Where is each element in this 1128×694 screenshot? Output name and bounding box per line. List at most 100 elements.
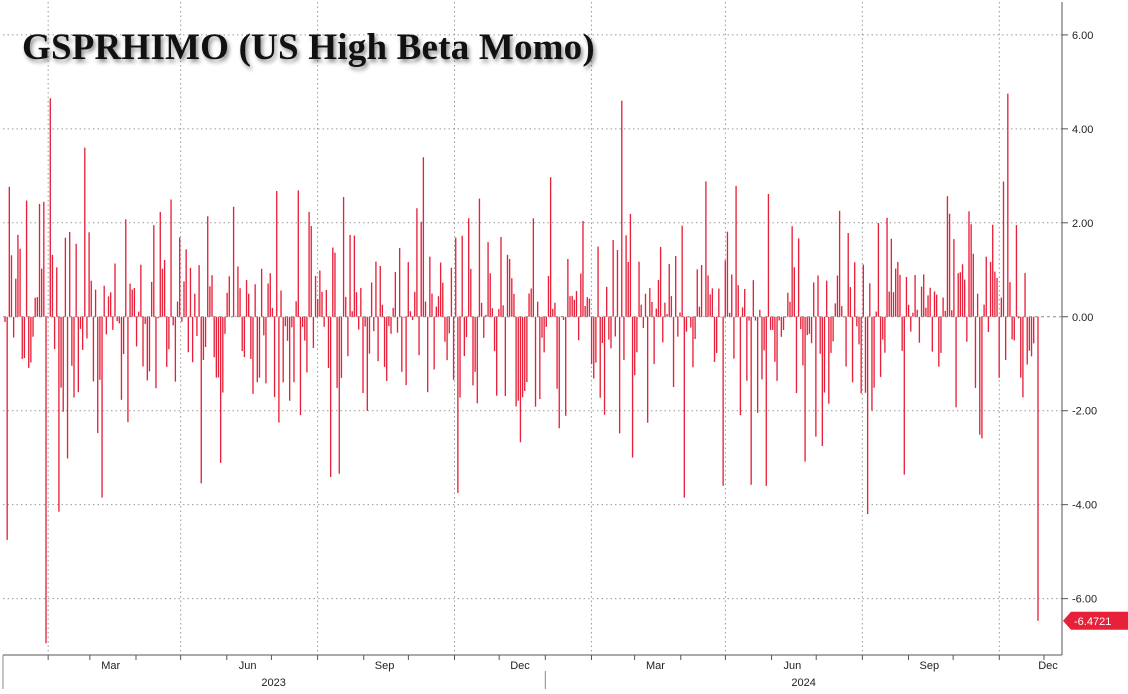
bar xyxy=(813,282,815,317)
bar xyxy=(308,211,310,317)
bar xyxy=(388,316,390,327)
bar xyxy=(823,316,826,393)
bar xyxy=(47,316,49,318)
bar xyxy=(873,316,875,388)
bar xyxy=(77,316,79,393)
bar xyxy=(196,316,198,336)
y-tick-label: 2.00 xyxy=(1072,218,1093,230)
x-tick-label: Mar xyxy=(101,660,120,672)
bar xyxy=(841,306,843,317)
bar xyxy=(765,316,767,486)
bar xyxy=(394,272,397,317)
bar xyxy=(925,307,927,317)
x-tick-label: Sep xyxy=(920,660,940,672)
bar xyxy=(892,292,895,317)
bar xyxy=(955,316,957,408)
bar xyxy=(944,310,946,317)
bar xyxy=(295,301,297,317)
bar xyxy=(526,316,528,383)
bar xyxy=(470,268,472,317)
x-year-label: 2023 xyxy=(261,677,285,689)
bar xyxy=(987,316,990,333)
bar xyxy=(183,281,185,317)
bar xyxy=(832,316,834,342)
bar xyxy=(431,293,433,317)
bar xyxy=(66,316,69,459)
bar xyxy=(455,237,457,317)
bar xyxy=(493,316,496,352)
bar xyxy=(970,224,972,317)
bar xyxy=(782,316,785,330)
bar xyxy=(966,316,968,342)
bar xyxy=(713,316,716,362)
bar xyxy=(379,265,381,317)
bar xyxy=(353,235,356,317)
bar xyxy=(612,239,614,317)
bar xyxy=(58,316,60,512)
bar xyxy=(142,316,144,367)
bar-series xyxy=(4,93,1039,644)
bar xyxy=(575,291,578,317)
bar xyxy=(468,218,470,317)
axes xyxy=(2,2,1063,689)
bar xyxy=(547,275,550,317)
bar xyxy=(916,309,918,317)
bar xyxy=(838,210,841,317)
bar xyxy=(289,316,291,401)
x-tick-label: Jun xyxy=(239,660,257,672)
bar xyxy=(411,316,414,321)
bar xyxy=(213,316,215,358)
bar xyxy=(263,316,265,336)
bar xyxy=(631,316,634,458)
bar xyxy=(862,264,864,317)
bar xyxy=(897,261,899,317)
bar xyxy=(640,304,642,317)
bar xyxy=(974,316,977,388)
bar xyxy=(562,316,565,321)
bar xyxy=(450,267,453,317)
bar xyxy=(250,316,252,359)
bar xyxy=(976,293,979,317)
bar xyxy=(722,316,724,486)
bar xyxy=(940,316,942,353)
bar xyxy=(750,316,752,485)
bar xyxy=(948,213,951,317)
bar xyxy=(114,263,116,317)
y-tick-label: -6.00 xyxy=(1072,594,1097,606)
bar xyxy=(155,316,157,389)
bar xyxy=(739,316,742,416)
bar xyxy=(267,283,269,317)
bar xyxy=(856,316,858,327)
bar xyxy=(923,274,925,317)
bar xyxy=(429,256,431,317)
bar xyxy=(759,309,761,317)
bar xyxy=(672,316,675,388)
bar xyxy=(409,311,412,317)
bar xyxy=(961,264,964,317)
bar xyxy=(30,316,32,363)
bar xyxy=(99,316,101,380)
bar xyxy=(420,221,422,317)
bar xyxy=(17,234,19,317)
bar xyxy=(71,316,73,366)
bar xyxy=(181,316,183,322)
bar xyxy=(120,316,123,400)
bar xyxy=(86,316,88,339)
x-year-label: 2024 xyxy=(791,677,815,689)
bar xyxy=(329,316,332,477)
bar xyxy=(854,262,856,317)
bar xyxy=(489,273,491,317)
bar xyxy=(191,316,194,363)
y-tick-label: 0.00 xyxy=(1072,312,1093,324)
bar xyxy=(101,316,103,498)
bar xyxy=(435,306,437,317)
bar xyxy=(582,220,584,317)
bar xyxy=(914,274,916,317)
bar xyxy=(705,181,707,317)
bar xyxy=(726,231,729,317)
bar xyxy=(543,316,545,353)
bar xyxy=(446,316,448,361)
bar xyxy=(347,316,349,357)
bar xyxy=(616,250,619,317)
